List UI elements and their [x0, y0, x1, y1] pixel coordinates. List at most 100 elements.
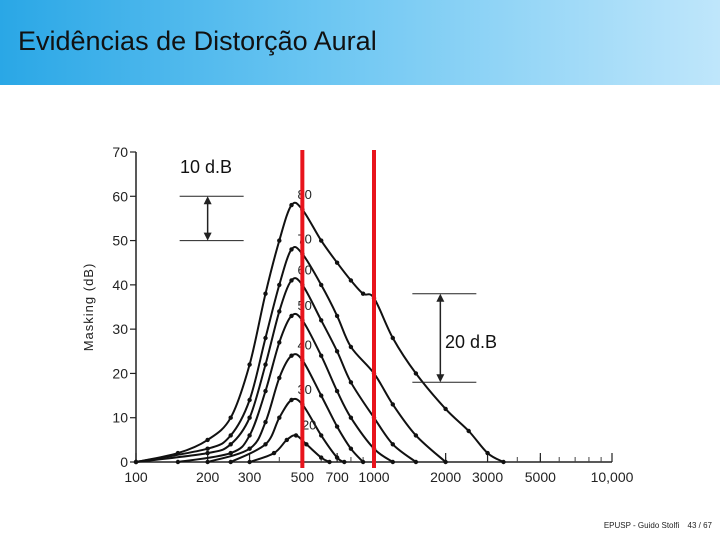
- x-tick-label: 200: [196, 469, 220, 485]
- x-tick-label: 1000: [358, 469, 389, 485]
- data-point-40: [334, 424, 340, 429]
- data-point-70: [247, 397, 252, 403]
- data-point-60: [247, 415, 252, 420]
- data-point-30: [277, 415, 282, 420]
- data-point-70: [319, 282, 324, 288]
- data-point-40: [360, 459, 366, 465]
- data-point-40: [348, 446, 354, 451]
- y-tick-label: 70: [112, 144, 128, 160]
- x-tick-label: 700: [325, 469, 349, 485]
- data-point-70: [334, 313, 340, 319]
- data-point-50: [175, 459, 181, 465]
- y-tick-label: 20: [112, 365, 128, 381]
- x-tick-label: 300: [238, 469, 262, 485]
- data-point-80: [205, 437, 210, 443]
- x-tick-label: 100: [124, 469, 148, 485]
- data-point-20: [271, 450, 277, 456]
- curve-label-30: 30: [297, 382, 311, 397]
- data-point-50: [277, 340, 282, 345]
- data-point-60: [348, 380, 354, 385]
- data-point-60: [390, 442, 395, 447]
- data-point-20: [284, 437, 289, 443]
- data-point-80: [228, 415, 233, 420]
- data-point-70: [443, 459, 448, 465]
- title-bar: Evidências de Distorção Aural: [0, 0, 720, 85]
- curve-50: [177, 312, 394, 463]
- data-point-70: [289, 247, 294, 252]
- data-point-70: [263, 335, 268, 341]
- data-point-80: [390, 335, 395, 341]
- data-point-30: [319, 433, 324, 438]
- data-point-60: [289, 278, 294, 283]
- data-point-50: [390, 459, 395, 465]
- y-tick-label: 0: [120, 454, 128, 470]
- footer-page: 43 / 67: [687, 521, 712, 530]
- curve-label-20: 20: [302, 417, 316, 432]
- annotation-arrow-head-down: [436, 374, 445, 383]
- data-point-30: [289, 397, 294, 403]
- annotation-2: [412, 293, 477, 383]
- data-point-30: [263, 442, 268, 447]
- data-point-70: [413, 433, 419, 438]
- data-point-80: [263, 291, 268, 296]
- curve-label-50: 50: [297, 298, 311, 313]
- data-point-30: [228, 459, 233, 465]
- data-point-80: [360, 291, 366, 296]
- data-point-80: [334, 260, 340, 265]
- data-point-80: [289, 202, 294, 208]
- curve-label-70: 70: [297, 231, 311, 246]
- y-tick-label: 40: [112, 277, 128, 293]
- data-point-20: [293, 433, 299, 438]
- x-tick-label: 500: [291, 469, 315, 485]
- annotation-label-1: 10 d.B: [180, 157, 232, 177]
- data-point-50: [228, 450, 233, 456]
- data-point-80: [485, 450, 490, 456]
- data-point-70: [390, 402, 395, 407]
- data-point-70: [277, 282, 282, 288]
- data-point-60: [263, 362, 268, 367]
- data-point-70: [205, 446, 210, 451]
- curve-40: [207, 353, 364, 463]
- x-tick-label: 3000: [472, 469, 503, 485]
- data-point-30: [342, 459, 347, 465]
- data-point-20: [327, 459, 332, 465]
- y-tick-label: 10: [112, 410, 128, 426]
- data-point-50: [348, 415, 354, 420]
- data-point-50: [263, 388, 268, 394]
- data-point-20: [247, 459, 252, 465]
- data-point-80: [443, 406, 448, 412]
- y-tick-label: 60: [112, 188, 128, 204]
- data-point-50: [319, 353, 324, 358]
- curve-80: [135, 201, 504, 463]
- data-point-70: [348, 344, 354, 350]
- data-point-60: [413, 459, 419, 465]
- page-title: Evidências de Distorção Aural: [18, 26, 377, 56]
- data-point-20: [319, 455, 324, 460]
- data-point-60: [334, 349, 340, 354]
- data-point-60: [133, 459, 139, 465]
- annotation-arrow-head-down: [203, 232, 212, 241]
- data-point-40: [263, 419, 268, 425]
- y-tick-label: 30: [112, 321, 128, 337]
- data-point-50: [247, 433, 252, 438]
- data-point-70: [228, 433, 233, 438]
- data-point-60: [277, 309, 282, 314]
- data-point-40: [205, 459, 210, 465]
- data-point-80: [348, 278, 354, 283]
- curve-20: [249, 434, 330, 463]
- y-axis-label: Masking (dB): [81, 263, 96, 352]
- annotation-1: [179, 195, 244, 242]
- data-point-60: [319, 318, 324, 323]
- x-tick-label: 5000: [525, 469, 556, 485]
- data-point-80: [277, 238, 282, 243]
- data-point-30: [334, 455, 340, 460]
- data-point-80: [413, 371, 419, 376]
- x-tick-label: 2000: [430, 469, 461, 485]
- data-point-20: [304, 442, 309, 447]
- data-point-80: [466, 428, 471, 434]
- curve-label-40: 40: [297, 338, 311, 353]
- data-point-80: [501, 459, 506, 465]
- y-tick-label: 50: [112, 233, 128, 249]
